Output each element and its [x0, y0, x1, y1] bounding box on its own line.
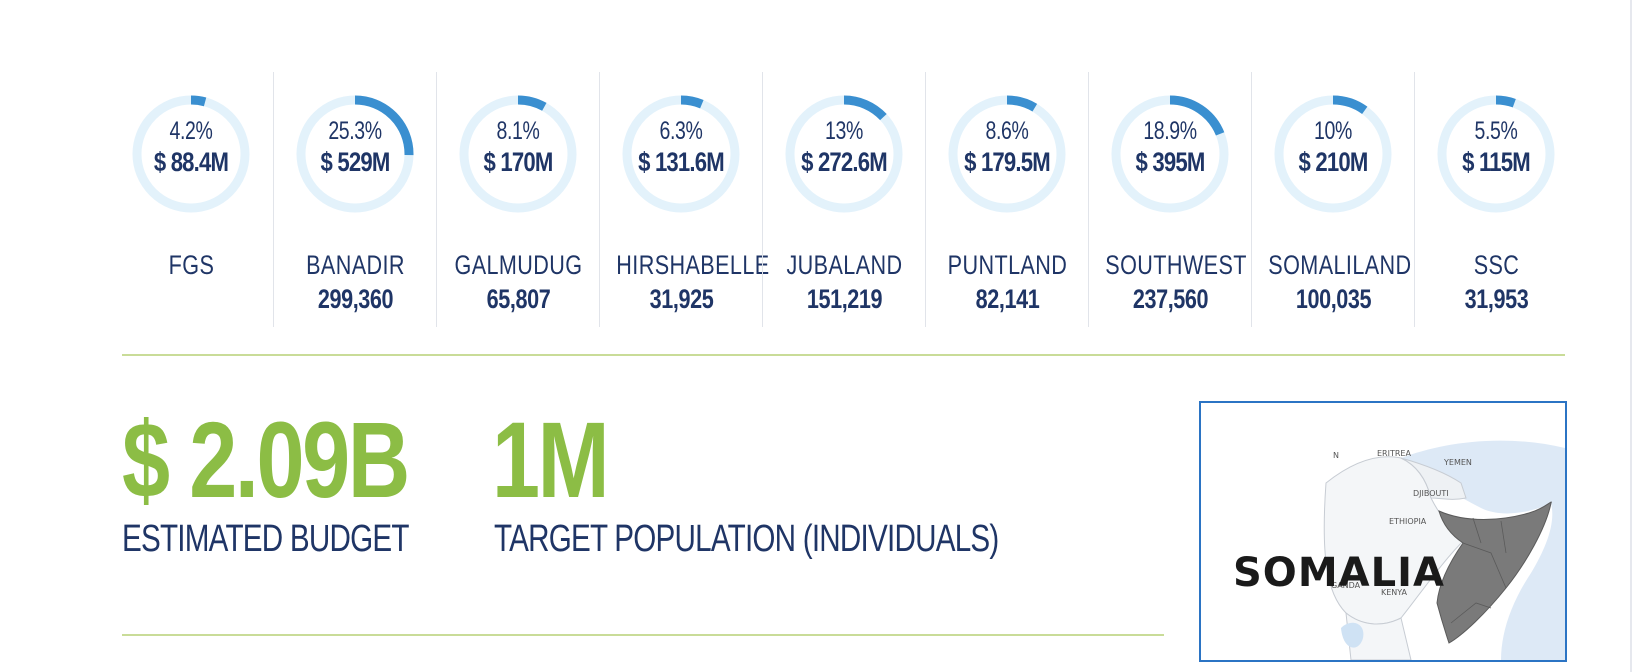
donut-arc: [1274, 95, 1392, 213]
donut: 8.6% $ 179.5M: [945, 92, 1069, 216]
region-population: 100,035: [1295, 284, 1372, 314]
region-population: 237,560: [1132, 284, 1209, 314]
population-label: TARGET POPULATION (INDIVIDUALS): [494, 518, 999, 560]
population-value: 1M: [492, 399, 610, 520]
map-label-n: N: [1333, 451, 1339, 460]
region-banadir: 25.3% $ 529M BANADIR 299,360: [273, 72, 437, 327]
budget-value: $ 2.09B: [122, 399, 410, 520]
donut-track: [948, 95, 1066, 213]
map-label-ethiopia: ETHIOPIA: [1389, 517, 1427, 526]
donut-chart: [296, 95, 414, 213]
donut-arc: [1437, 95, 1555, 213]
region-donut-row: 4.2% $ 88.4M FGS 25.3% $ 529M BANADIR 299,360 8…: [110, 72, 1580, 327]
region-puntland: 8.6% $ 179.5M PUNTLAND 82,141: [925, 72, 1089, 327]
somalia-map: N ERITREA YEMEN DJIBOUTI ETHIOPIA KENYA …: [1199, 401, 1567, 662]
donut: 18.9% $ 395M: [1108, 92, 1232, 216]
donut-track: [459, 95, 577, 213]
region-ssc: 5.5% $ 115M SSC 31,953: [1414, 72, 1578, 327]
donut-arc: [459, 95, 577, 213]
region-somaliland: 10% $ 210M SOMALILAND 100,035: [1251, 72, 1415, 327]
map-graphic: [1323, 440, 1565, 660]
map-label-yemen: YEMEN: [1444, 458, 1472, 467]
donut: 25.3% $ 529M: [293, 92, 417, 216]
region-fgs: 4.2% $ 88.4M FGS: [110, 72, 273, 327]
region-name: FGS: [168, 250, 215, 280]
map-title: SOMALIA: [1233, 550, 1445, 596]
region-population: 82,141: [975, 284, 1040, 314]
donut-chart: [948, 95, 1066, 213]
donut: 13% $ 272.6M: [782, 92, 906, 216]
region-name: GALMUDUG: [454, 250, 583, 280]
region-hirshabelle: 6.3% $ 131.6M HIRSHABELLE 31,925: [599, 72, 770, 327]
donut-chart: [132, 95, 250, 213]
donut: 6.3% $ 131.6M: [619, 92, 743, 216]
region-name: PUNTLAND: [947, 250, 1068, 280]
donut: 5.5% $ 115M: [1434, 92, 1558, 216]
region-population: 151,219: [806, 284, 883, 314]
region-name: BANADIR: [306, 250, 405, 280]
donut-arc: [296, 95, 414, 213]
donut-chart: [459, 95, 577, 213]
region-galmudug: 8.1% $ 170M GALMUDUG 65,807: [436, 72, 600, 327]
region-name: SOUTHWEST: [1105, 250, 1247, 280]
budget-label: ESTIMATED BUDGET: [122, 518, 409, 560]
donut-chart: [1111, 95, 1229, 213]
region-name: SSC: [1473, 250, 1520, 280]
donut-arc: [948, 95, 1066, 213]
map-label-kenya: KENYA: [1381, 588, 1408, 597]
donut-track: [1437, 95, 1555, 213]
donut-arc: [622, 95, 740, 213]
donut-chart: [622, 95, 740, 213]
donut-arc: [132, 95, 250, 213]
page-edge-rule: [1630, 0, 1632, 672]
region-population: 31,953: [1464, 284, 1529, 314]
region-population: 65,807: [486, 284, 551, 314]
donut: 10% $ 210M: [1271, 92, 1395, 216]
region-name: SOMALILAND: [1268, 250, 1412, 280]
region-jubaland: 13% $ 272.6M JUBALAND 151,219: [762, 72, 926, 327]
map-label-eritrea: ERITREA: [1377, 449, 1411, 458]
region-population: 31,925: [649, 284, 714, 314]
region-name: JUBALAND: [786, 250, 903, 280]
region-name: HIRSHABELLE: [616, 250, 770, 280]
donut-arc: [785, 95, 903, 213]
donut-track: [1274, 95, 1392, 213]
donut-chart: [1274, 95, 1392, 213]
donut-chart: [1437, 95, 1555, 213]
map-label-uganda: GANDA: [1331, 581, 1361, 590]
region-southwest: 18.9% $ 395M SOUTHWEST 237,560: [1088, 72, 1252, 327]
map-label-djibouti: DJIBOUTI: [1413, 489, 1449, 498]
donut-chart: [785, 95, 903, 213]
divider-bottom: [122, 634, 1164, 636]
region-population: 299,360: [317, 284, 394, 314]
donut: 4.2% $ 88.4M: [129, 92, 253, 216]
donut-track: [622, 95, 740, 213]
divider-top: [122, 354, 1565, 356]
donut-arc: [1111, 95, 1229, 213]
donut-track: [132, 95, 250, 213]
donut: 8.1% $ 170M: [456, 92, 580, 216]
